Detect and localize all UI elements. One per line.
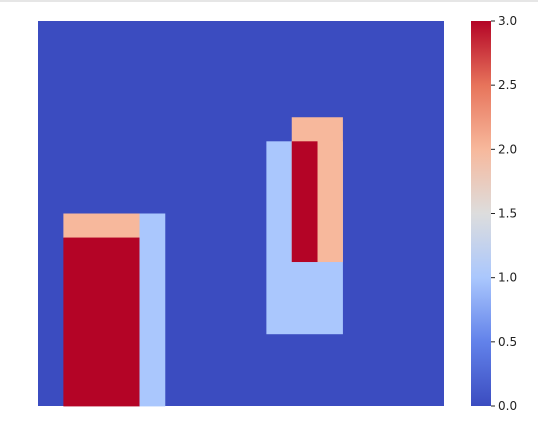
colorbar-tick-label: 3.0 bbox=[498, 14, 517, 28]
colorbar-tick-label: 1.5 bbox=[498, 207, 517, 221]
colorbar-gradient bbox=[471, 21, 491, 406]
colorbar-tick-label: 2.0 bbox=[498, 142, 517, 156]
colorbar-tick-label: 1.0 bbox=[498, 271, 517, 285]
colorbar: 0.0 0.5 1.0 1.5 2.0 2.5 3.0 bbox=[471, 14, 517, 413]
heatmap-region-1 bbox=[63, 213, 140, 238]
heatmap-region-2 bbox=[63, 237, 140, 407]
colorbar-tick-label: 0.5 bbox=[498, 335, 517, 349]
heatmap-area bbox=[38, 21, 444, 407]
heatmap-region-3 bbox=[139, 213, 166, 407]
colorbar-tick-label: 2.5 bbox=[498, 78, 517, 92]
heatmap-region-6 bbox=[291, 141, 318, 263]
colorbar-tick-label: 0.0 bbox=[498, 399, 517, 413]
top-border bbox=[0, 0, 538, 2]
